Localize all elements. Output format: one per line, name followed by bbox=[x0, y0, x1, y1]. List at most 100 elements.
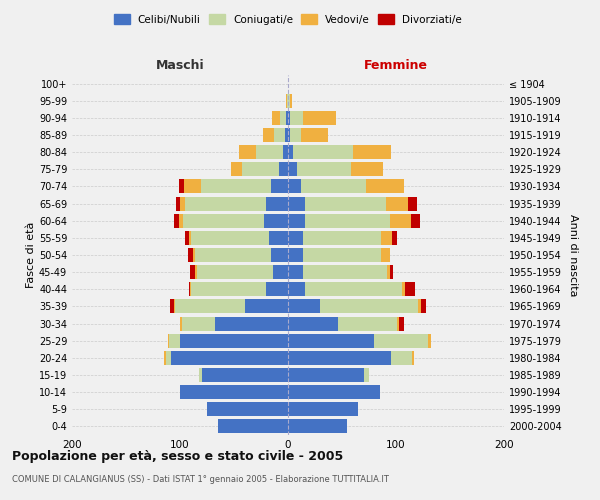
Bar bbox=[381, 231, 392, 245]
Bar bbox=[399, 316, 404, 330]
Bar bbox=[366, 180, 404, 194]
Bar bbox=[303, 248, 381, 262]
Bar bbox=[168, 334, 169, 347]
Bar bbox=[215, 316, 288, 330]
Bar bbox=[256, 145, 283, 159]
Bar bbox=[193, 248, 195, 262]
Bar bbox=[305, 282, 403, 296]
Y-axis label: Fasce di età: Fasce di età bbox=[26, 222, 36, 288]
Bar bbox=[391, 351, 412, 365]
Bar bbox=[239, 145, 256, 159]
Bar bbox=[288, 145, 293, 159]
Bar bbox=[170, 300, 173, 314]
Bar bbox=[421, 300, 426, 314]
Bar bbox=[296, 162, 350, 176]
Bar bbox=[271, 248, 288, 262]
Bar bbox=[392, 231, 397, 245]
Bar bbox=[397, 316, 399, 330]
Bar bbox=[180, 385, 288, 399]
Bar bbox=[288, 162, 296, 176]
Bar bbox=[191, 231, 269, 245]
Bar bbox=[179, 180, 184, 194]
Bar bbox=[288, 214, 305, 228]
Text: Popolazione per età, sesso e stato civile - 2005: Popolazione per età, sesso e stato civil… bbox=[12, 450, 343, 463]
Bar bbox=[288, 248, 303, 262]
Bar bbox=[176, 196, 180, 210]
Bar bbox=[190, 282, 191, 296]
Bar bbox=[190, 265, 195, 279]
Bar bbox=[172, 351, 288, 365]
Bar bbox=[290, 128, 301, 142]
Bar bbox=[338, 316, 397, 330]
Bar bbox=[288, 94, 290, 108]
Bar bbox=[288, 128, 290, 142]
Bar bbox=[245, 300, 288, 314]
Bar bbox=[183, 214, 264, 228]
Bar bbox=[164, 351, 166, 365]
Bar bbox=[303, 231, 381, 245]
Bar bbox=[242, 162, 280, 176]
Bar bbox=[202, 368, 288, 382]
Bar bbox=[280, 162, 288, 176]
Bar bbox=[197, 265, 273, 279]
Bar bbox=[285, 128, 288, 142]
Bar bbox=[364, 368, 369, 382]
Bar bbox=[173, 300, 175, 314]
Bar bbox=[191, 282, 266, 296]
Bar bbox=[287, 94, 288, 108]
Bar bbox=[288, 265, 303, 279]
Bar bbox=[288, 111, 290, 125]
Bar bbox=[180, 334, 288, 347]
Bar bbox=[288, 282, 305, 296]
Bar bbox=[301, 180, 366, 194]
Bar bbox=[374, 334, 428, 347]
Bar bbox=[179, 214, 183, 228]
Bar bbox=[412, 351, 415, 365]
Bar bbox=[185, 196, 266, 210]
Bar bbox=[231, 162, 242, 176]
Bar bbox=[305, 196, 386, 210]
Bar bbox=[408, 196, 416, 210]
Bar bbox=[199, 368, 202, 382]
Bar bbox=[404, 282, 415, 296]
Y-axis label: Anni di nascita: Anni di nascita bbox=[568, 214, 578, 296]
Bar bbox=[389, 214, 411, 228]
Bar bbox=[301, 128, 328, 142]
Bar bbox=[288, 351, 391, 365]
Bar bbox=[411, 214, 420, 228]
Bar bbox=[195, 265, 197, 279]
Bar bbox=[200, 180, 271, 194]
Text: Maschi: Maschi bbox=[155, 58, 205, 71]
Text: COMUNE DI CALANGIANUS (SS) - Dati ISTAT 1° gennaio 2005 - Elaborazione TUTTITALI: COMUNE DI CALANGIANUS (SS) - Dati ISTAT … bbox=[12, 475, 389, 484]
Bar bbox=[271, 180, 288, 194]
Bar bbox=[290, 94, 292, 108]
Bar bbox=[288, 385, 380, 399]
Bar bbox=[180, 196, 185, 210]
Bar bbox=[195, 248, 271, 262]
Bar bbox=[286, 111, 288, 125]
Bar bbox=[266, 196, 288, 210]
Bar bbox=[185, 231, 188, 245]
Bar bbox=[264, 214, 288, 228]
Bar bbox=[288, 316, 338, 330]
Bar bbox=[272, 111, 280, 125]
Bar bbox=[418, 300, 421, 314]
Bar bbox=[269, 231, 288, 245]
Bar bbox=[381, 248, 389, 262]
Bar bbox=[184, 180, 200, 194]
Bar bbox=[288, 231, 303, 245]
Bar bbox=[188, 282, 190, 296]
Bar bbox=[353, 145, 391, 159]
Legend: Celibi/Nubili, Coniugati/e, Vedovi/e, Divorziati/e: Celibi/Nubili, Coniugati/e, Vedovi/e, Di… bbox=[110, 10, 466, 29]
Text: Femmine: Femmine bbox=[364, 58, 428, 71]
Bar bbox=[293, 145, 353, 159]
Bar bbox=[175, 300, 245, 314]
Bar bbox=[288, 180, 301, 194]
Bar bbox=[303, 265, 388, 279]
Bar bbox=[280, 111, 286, 125]
Bar bbox=[288, 334, 374, 347]
Bar bbox=[428, 334, 431, 347]
Bar bbox=[288, 402, 358, 416]
Bar bbox=[350, 162, 383, 176]
Bar bbox=[274, 128, 285, 142]
